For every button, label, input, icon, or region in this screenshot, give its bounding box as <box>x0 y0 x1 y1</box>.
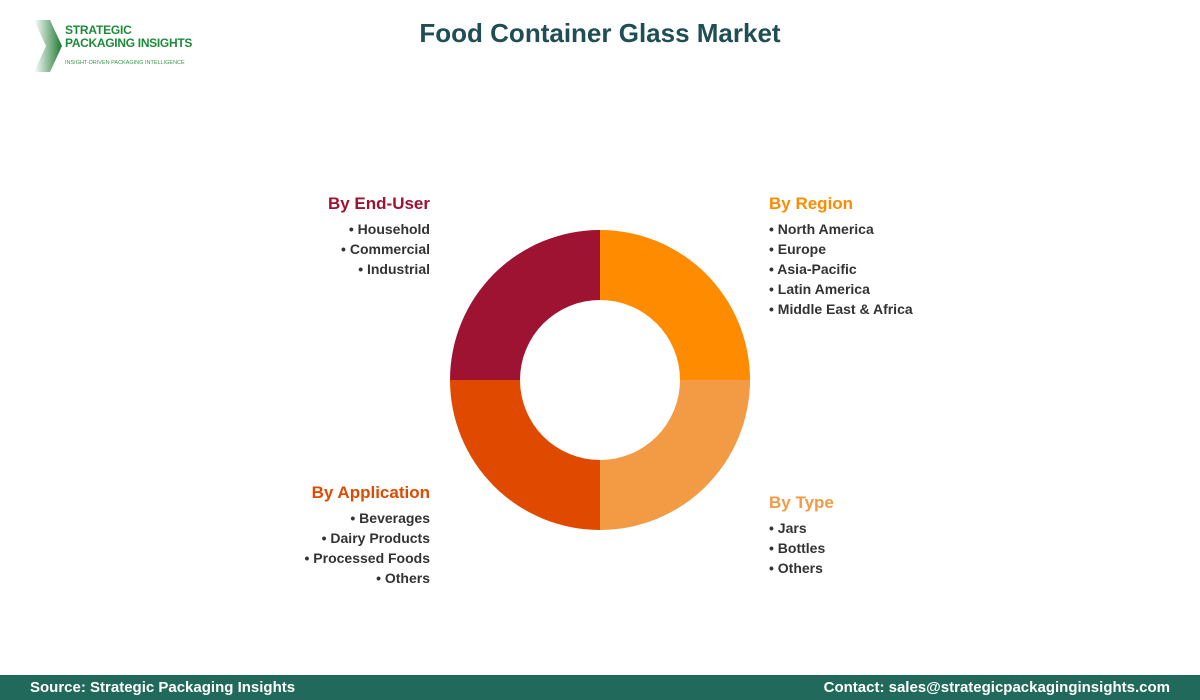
legend-item: Asia-Pacific <box>769 259 913 279</box>
legend-item: Processed Foods <box>305 548 430 568</box>
legend-title-end-user: By End-User <box>327 194 430 213</box>
legend-application: By Application Beverages Dairy Products … <box>305 482 430 588</box>
legend-item: Europe <box>769 239 913 259</box>
legend-item: Dairy Products <box>305 528 430 548</box>
logo-tagline: INSIGHT-DRIVEN PACKAGING INTELLIGENCE <box>65 60 185 66</box>
company-logo: STRATEGIC PACKAGING INSIGHTS INSIGHT-DRI… <box>32 20 202 72</box>
legend-end-user: By End-User Household Commercial Industr… <box>328 193 430 279</box>
legend-item: Others <box>305 568 430 588</box>
footer-bar: Source: Strategic Packaging Insights Con… <box>0 675 1200 700</box>
slice-type <box>600 380 750 530</box>
legend-region: By Region North America Europe Asia-Paci… <box>769 193 913 319</box>
contact-email[interactable]: Contact: sales@strategicpackaginginsight… <box>823 679 1170 696</box>
donut-chart <box>450 230 750 530</box>
legend-item: Industrial <box>328 259 430 279</box>
legend-item: Commercial <box>328 239 430 259</box>
page-title: Food Container Glass Market <box>419 18 781 48</box>
legend-title-type: By Type <box>769 493 834 512</box>
legend-item: Jars <box>769 518 834 538</box>
legend-item: Latin America <box>769 279 913 299</box>
legend-item: Bottles <box>769 538 834 558</box>
logo-line2: PACKAGING INSIGHTS <box>65 36 193 50</box>
legend-title-application: By Application <box>311 483 430 502</box>
slice-region <box>600 230 750 380</box>
source-text: Source: Strategic Packaging Insights <box>30 679 296 696</box>
slice-end-user <box>450 230 600 380</box>
legend-item: North America <box>769 219 913 239</box>
chevron-logo-icon <box>34 20 62 72</box>
legend-type: By Type Jars Bottles Others <box>769 492 834 578</box>
legend-item: Household <box>328 219 430 239</box>
slice-application <box>450 380 600 530</box>
logo-line1: STRATEGIC <box>65 23 132 37</box>
legend-item: Others <box>769 558 834 578</box>
legend-item: Middle East & Africa <box>769 299 913 319</box>
legend-item: Beverages <box>305 508 430 528</box>
legend-title-region: By Region <box>769 194 854 213</box>
